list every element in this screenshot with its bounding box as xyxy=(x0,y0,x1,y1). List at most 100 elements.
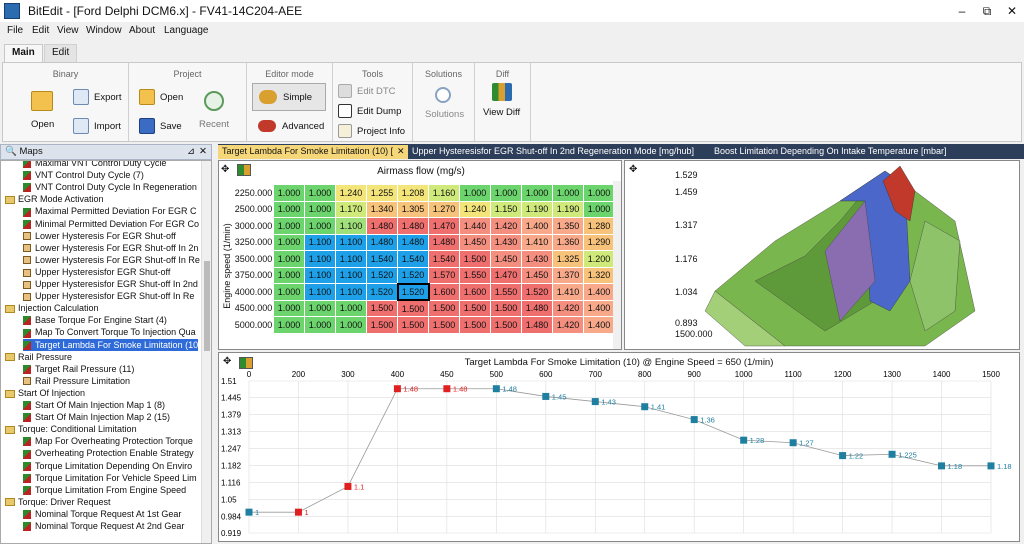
table-cell[interactable]: 1.340 xyxy=(366,200,398,218)
table-cell[interactable]: 1.100 xyxy=(304,266,336,284)
data-point[interactable] xyxy=(294,508,302,516)
table-cell[interactable]: 1.400 xyxy=(521,217,553,235)
table-cell[interactable]: 1.000 xyxy=(490,184,522,202)
table-cell[interactable]: 1.500 xyxy=(366,316,398,334)
panel-close-icon[interactable]: ✕ xyxy=(199,146,207,157)
move-handle-icon-2d[interactable]: ✥ xyxy=(223,356,232,367)
table-cell[interactable]: 1.500 xyxy=(428,299,460,317)
table-cell[interactable]: 1.320 xyxy=(583,266,615,284)
table-cell[interactable]: 1.000 xyxy=(521,184,553,202)
data-point[interactable] xyxy=(542,392,550,400)
tree-scroll-thumb[interactable] xyxy=(204,261,210,351)
table-cell[interactable]: 1.540 xyxy=(428,250,460,268)
table-cell[interactable]: 1.480 xyxy=(366,217,398,235)
table-cell[interactable]: 1.410 xyxy=(521,233,553,251)
data-point[interactable] xyxy=(938,462,946,470)
tree-scrollbar[interactable] xyxy=(201,161,211,543)
grid-scrollbar[interactable] xyxy=(613,181,621,349)
table-cell[interactable]: 1.400 xyxy=(583,299,615,317)
table-cell[interactable]: 1.208 xyxy=(397,184,429,202)
pin-icon[interactable]: ⊿ xyxy=(187,146,195,157)
table-cell[interactable]: 1.000 xyxy=(335,316,367,334)
tree-item[interactable]: Map For Overheating Protection Torque xyxy=(23,435,193,447)
binary-open-button[interactable]: Open xyxy=(31,119,55,130)
tree-folder[interactable]: EGR Mode Activation xyxy=(5,193,104,205)
binary-export-button[interactable]: Export xyxy=(94,92,122,103)
table-cell[interactable]: 1.470 xyxy=(490,266,522,284)
tree-item[interactable]: Base Torque For Engine Start (4) xyxy=(23,314,167,326)
tree-item[interactable]: Lower Hysteresis For EGR Shut-off In 2n xyxy=(23,242,198,254)
table-cell[interactable]: 1.480 xyxy=(397,233,429,251)
table-cell[interactable]: 1.100 xyxy=(304,233,336,251)
data-point[interactable] xyxy=(888,450,896,458)
table-cell[interactable]: 1.100 xyxy=(335,283,367,301)
table-cell[interactable]: 1.280 xyxy=(583,217,615,235)
table-cell[interactable]: 1.420 xyxy=(552,316,584,334)
data-point[interactable] xyxy=(591,398,599,406)
project-recent-button[interactable]: Recent xyxy=(199,119,230,130)
table-cell[interactable]: 1.600 xyxy=(459,283,491,301)
table-cell[interactable]: 1.550 xyxy=(490,283,522,301)
table-cell[interactable]: 1.290 xyxy=(583,233,615,251)
table-cell[interactable]: 1.520 xyxy=(521,283,553,301)
minimize-button[interactable]: – xyxy=(958,4,966,18)
solutions-button[interactable]: Solutions xyxy=(425,109,465,120)
tree-folder[interactable]: Injection Calculation xyxy=(5,302,99,314)
data-point[interactable] xyxy=(839,452,847,460)
table-cell[interactable]: 1.100 xyxy=(335,217,367,235)
table-cell[interactable]: 1.000 xyxy=(583,184,615,202)
table-cell[interactable]: 1.000 xyxy=(273,233,305,251)
table-cell[interactable]: 1.000 xyxy=(304,217,336,235)
data-point[interactable] xyxy=(740,436,748,444)
move-handle-icon[interactable]: ✥ xyxy=(221,164,230,175)
chart-mode-icon[interactable] xyxy=(239,357,253,369)
table-cell[interactable]: 1.000 xyxy=(459,184,491,202)
table-cell[interactable]: 1.100 xyxy=(335,233,367,251)
table-cell[interactable]: 1.500 xyxy=(366,299,398,317)
data-point[interactable] xyxy=(641,403,649,411)
tree-item[interactable]: Torque Limitation Depending On Enviro xyxy=(23,460,192,472)
table-cell[interactable]: 1.000 xyxy=(273,266,305,284)
table-cell[interactable]: 1.100 xyxy=(335,266,367,284)
tree-item[interactable]: Start Of Main Injection Map 2 (15) xyxy=(23,411,170,423)
table-cell[interactable]: 1.540 xyxy=(366,250,398,268)
table-cell[interactable]: 1.500 xyxy=(428,316,460,334)
table-cell[interactable]: 1.410 xyxy=(552,283,584,301)
table-cell[interactable]: 1.480 xyxy=(366,233,398,251)
table-cell[interactable]: 1.240 xyxy=(459,200,491,218)
tree-item[interactable]: Torque Limitation From Engine Speed xyxy=(23,484,186,496)
table-cell[interactable]: 1.500 xyxy=(459,316,491,334)
data-point[interactable] xyxy=(987,462,995,470)
table-cell[interactable]: 1.325 xyxy=(552,250,584,268)
table-cell[interactable]: 1.500 xyxy=(397,316,429,334)
data-point[interactable] xyxy=(443,385,451,393)
menu-file[interactable]: File xyxy=(7,25,24,36)
tree-item[interactable]: Map To Convert Torque To Injection Qua xyxy=(23,326,196,338)
table-cell[interactable]: 1.550 xyxy=(459,266,491,284)
table-cell[interactable]: 1.540 xyxy=(397,250,429,268)
tab-edit[interactable]: Edit xyxy=(44,44,78,62)
table-cell[interactable]: 1.305 xyxy=(397,200,429,218)
table-cell[interactable]: 1.500 xyxy=(490,316,522,334)
table-cell[interactable]: 1.500 xyxy=(490,299,522,317)
table-cell[interactable]: 1.000 xyxy=(304,200,336,218)
edit-dtc-button[interactable]: Edit DTC xyxy=(357,86,396,97)
table-cell[interactable]: 1.255 xyxy=(366,184,398,202)
table-cell[interactable]: 1.360 xyxy=(552,233,584,251)
table-cell[interactable]: 1.570 xyxy=(428,266,460,284)
table-cell[interactable]: 1.100 xyxy=(335,250,367,268)
table-cell[interactable]: 1.520 xyxy=(397,266,429,284)
project-save-button[interactable]: Save xyxy=(160,121,182,132)
table-cell[interactable]: 1.480 xyxy=(521,316,553,334)
table-cell[interactable]: 1.480 xyxy=(428,233,460,251)
tab-main[interactable]: Main xyxy=(4,44,43,62)
tree-item[interactable]: Target Lambda For Smoke Limitation (10 xyxy=(23,338,199,351)
tab-upper-hysteresis[interactable]: Upper Hysteresisfor EGR Shut-off In 2nd … xyxy=(412,146,694,156)
tree-item[interactable]: Torque Limitation For Vehicle Speed Lim xyxy=(23,472,197,484)
table-cell[interactable]: 1.500 xyxy=(459,250,491,268)
advanced-mode-button[interactable]: Advanced xyxy=(282,121,325,132)
table-cell[interactable]: 1.500 xyxy=(459,299,491,317)
tree-item[interactable]: Overheating Protection Enable Strategy xyxy=(23,447,194,459)
table-cell[interactable]: 1.000 xyxy=(273,299,305,317)
table-cell[interactable]: 1.100 xyxy=(304,250,336,268)
